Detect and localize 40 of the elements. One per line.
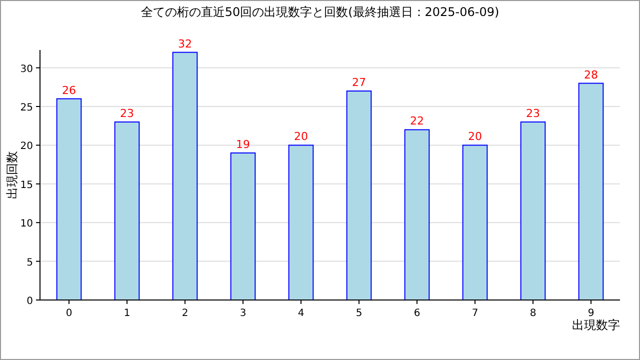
- y-tick-label: 10: [20, 218, 33, 230]
- data-label: 20: [468, 130, 482, 144]
- y-tick-label: 5: [26, 257, 33, 268]
- data-label: 32: [178, 37, 192, 50]
- bar: [404, 129, 430, 300]
- x-tick-label: 5: [356, 308, 362, 319]
- x-tick-label: 7: [472, 308, 478, 319]
- chart-title: 全ての桁の直近50回の出現数字と回数(最終抽選日：2025-06-09): [140, 5, 500, 19]
- bar: [230, 152, 256, 300]
- y-tick-label: 0: [26, 296, 33, 307]
- y-axis-title: 出現回数: [5, 151, 19, 199]
- x-tick-label: 4: [298, 308, 304, 319]
- data-label: 23: [526, 106, 540, 120]
- bar: [462, 144, 488, 300]
- bar: [346, 90, 372, 300]
- bar: [520, 121, 546, 300]
- bar: [288, 144, 314, 300]
- data-label: 28: [584, 68, 598, 82]
- x-tick-label: 3: [240, 308, 246, 319]
- data-label: 26: [62, 84, 76, 97]
- x-tick-label: 6: [414, 308, 420, 319]
- data-label: 20: [294, 130, 308, 144]
- y-tick-label: 25: [20, 102, 33, 114]
- x-tick-label: 8: [530, 308, 536, 319]
- data-label: 23: [120, 106, 134, 120]
- data-label: 19: [236, 138, 250, 151]
- bar: [56, 98, 82, 300]
- x-tick-label: 0: [66, 308, 72, 319]
- y-tick-label: 30: [20, 64, 33, 75]
- y-tick-label: 15: [20, 180, 33, 191]
- x-tick-label: 1: [124, 308, 130, 319]
- bar: [578, 82, 604, 300]
- y-tick-label: 20: [20, 141, 33, 152]
- x-tick-label: 2: [182, 308, 188, 319]
- data-label: 22: [410, 114, 424, 128]
- bar: [172, 52, 198, 300]
- data-label: 27: [352, 76, 366, 90]
- x-tick-label: 9: [588, 308, 594, 319]
- x-axis-title: 出現数字: [572, 318, 620, 332]
- bar: [114, 121, 140, 300]
